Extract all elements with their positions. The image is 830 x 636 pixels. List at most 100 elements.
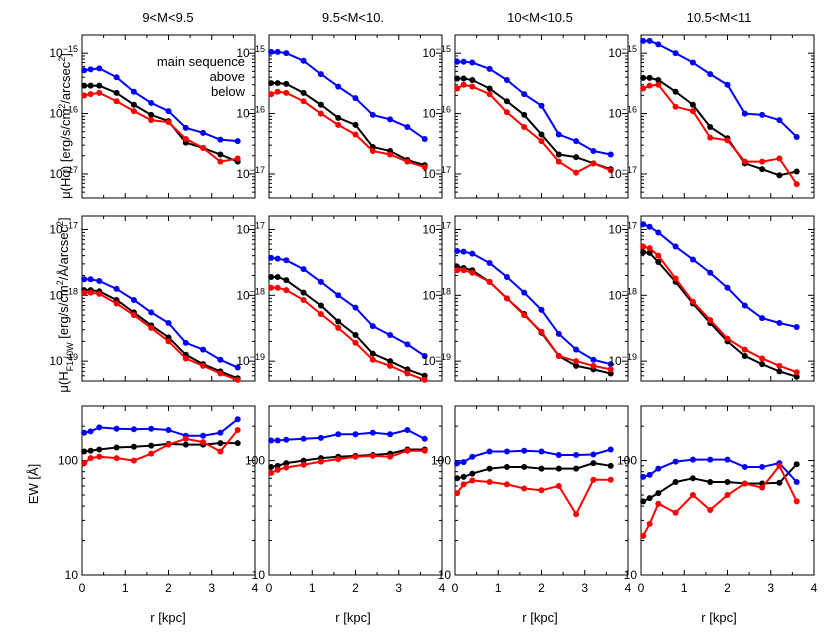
data-point-above [182, 339, 189, 346]
data-point-below [87, 289, 94, 296]
data-point-below [96, 89, 103, 96]
x-tick-label: 1 [495, 581, 502, 595]
data-point-above [268, 254, 275, 261]
data-point-below [335, 456, 342, 463]
data-point-above [521, 289, 528, 296]
data-point-below [741, 158, 748, 165]
data-point-main-sequence [646, 495, 653, 502]
data-point-main-sequence [724, 478, 731, 485]
data-point-main-sequence [469, 470, 476, 477]
y-tick-label: 10−19 [608, 352, 637, 368]
data-point-below [646, 245, 653, 252]
data-point-below [741, 346, 748, 353]
column-title-4: 10.5<M<11 [687, 10, 752, 25]
data-point-main-sequence [148, 442, 155, 449]
data-point-below [387, 151, 394, 158]
data-point-below [460, 81, 467, 88]
row3-ylabel: EW [Å] [26, 464, 41, 504]
data-point-above [369, 429, 376, 436]
data-point-below [200, 439, 207, 446]
y-tick-label: 10−16 [422, 105, 451, 121]
y-tick-label: 10−17 [608, 165, 637, 181]
data-point-above [87, 66, 94, 73]
data-point-main-sequence [646, 74, 653, 81]
data-point-main-sequence [274, 273, 281, 280]
data-point-above [538, 102, 545, 109]
data-point-below [689, 108, 696, 115]
data-point-below [421, 164, 428, 171]
data-point-above [81, 429, 88, 436]
data-point-above [521, 447, 528, 454]
data-point-below [165, 119, 172, 126]
data-point-main-sequence [672, 478, 679, 485]
data-point-above [352, 304, 359, 311]
data-point-main-sequence [689, 475, 696, 482]
data-point-above [759, 111, 766, 118]
data-point-below [182, 355, 189, 362]
data-point-above [776, 117, 783, 124]
data-point-above [234, 416, 241, 423]
data-point-below [87, 91, 94, 98]
data-point-main-sequence [793, 461, 800, 468]
data-point-above [469, 453, 476, 460]
data-point-above [655, 41, 662, 48]
x-tick-label: 2 [165, 581, 172, 595]
data-point-main-sequence [646, 249, 653, 256]
row2-ylabel: μ(HF140W [erg/s/cm2/Å/arcsec2] [55, 217, 75, 392]
data-point-below [454, 490, 461, 497]
data-point-main-sequence [460, 75, 467, 82]
data-point-below [283, 464, 290, 471]
data-point-below [521, 485, 528, 492]
data-point-below [352, 339, 359, 346]
data-point-above [300, 266, 307, 273]
data-point-above [165, 427, 172, 434]
panel-r2-c2: 10−19 10−18 10−17 [236, 215, 443, 383]
data-point-below [81, 460, 88, 467]
data-point-main-sequence [130, 443, 137, 450]
data-point-above [274, 437, 281, 444]
data-point-above [590, 356, 597, 363]
data-point-above [486, 259, 493, 266]
data-point-above [672, 50, 679, 57]
data-point-above [87, 276, 94, 283]
data-point-below [369, 452, 376, 459]
data-point-below [274, 88, 281, 95]
data-point-below [707, 134, 714, 141]
data-point-below [113, 98, 120, 105]
data-point-below [274, 466, 281, 473]
data-point-above [300, 435, 307, 442]
data-point-main-sequence [317, 101, 324, 108]
panel-r3-c3: 10 100 0 1 2 3 4 [431, 405, 632, 595]
data-point-above [573, 138, 580, 145]
y-tick-label: 100 [245, 454, 265, 468]
y-tick-label: 10−18 [608, 286, 637, 302]
data-point-above [759, 315, 766, 322]
data-point-below [724, 492, 731, 499]
data-point-main-sequence [759, 361, 766, 368]
data-point-above [741, 110, 748, 117]
data-point-above [352, 95, 359, 102]
data-point-below [234, 376, 241, 383]
data-point-above [573, 451, 580, 458]
data-point-above [460, 459, 467, 466]
y-tick-label: 10−19 [422, 352, 451, 368]
data-point-below [607, 167, 614, 174]
x-tick-label: 0 [266, 581, 273, 595]
y-tick-label: 10−17 [422, 220, 451, 236]
data-point-below [590, 362, 597, 369]
data-point-above [640, 221, 647, 228]
data-point-below [130, 312, 137, 319]
data-point-above [317, 278, 324, 285]
y-tick-label: 10−15 [236, 44, 265, 60]
data-point-below [655, 500, 662, 507]
panel-r2-c1: 10−19 10−18 10−17 [49, 215, 256, 383]
data-point-above [672, 458, 679, 465]
x-tick-label: 2 [538, 581, 545, 595]
panel-r1-c1: 10−17 10−16 10−15 [49, 34, 256, 199]
panel-r1-c2: 10−17 10−16 10−15 [236, 34, 443, 199]
data-point-main-sequence [335, 318, 342, 325]
data-point-above [283, 50, 290, 57]
data-point-above [268, 437, 275, 444]
data-point-above [454, 460, 461, 467]
data-point-main-sequence [486, 465, 493, 472]
